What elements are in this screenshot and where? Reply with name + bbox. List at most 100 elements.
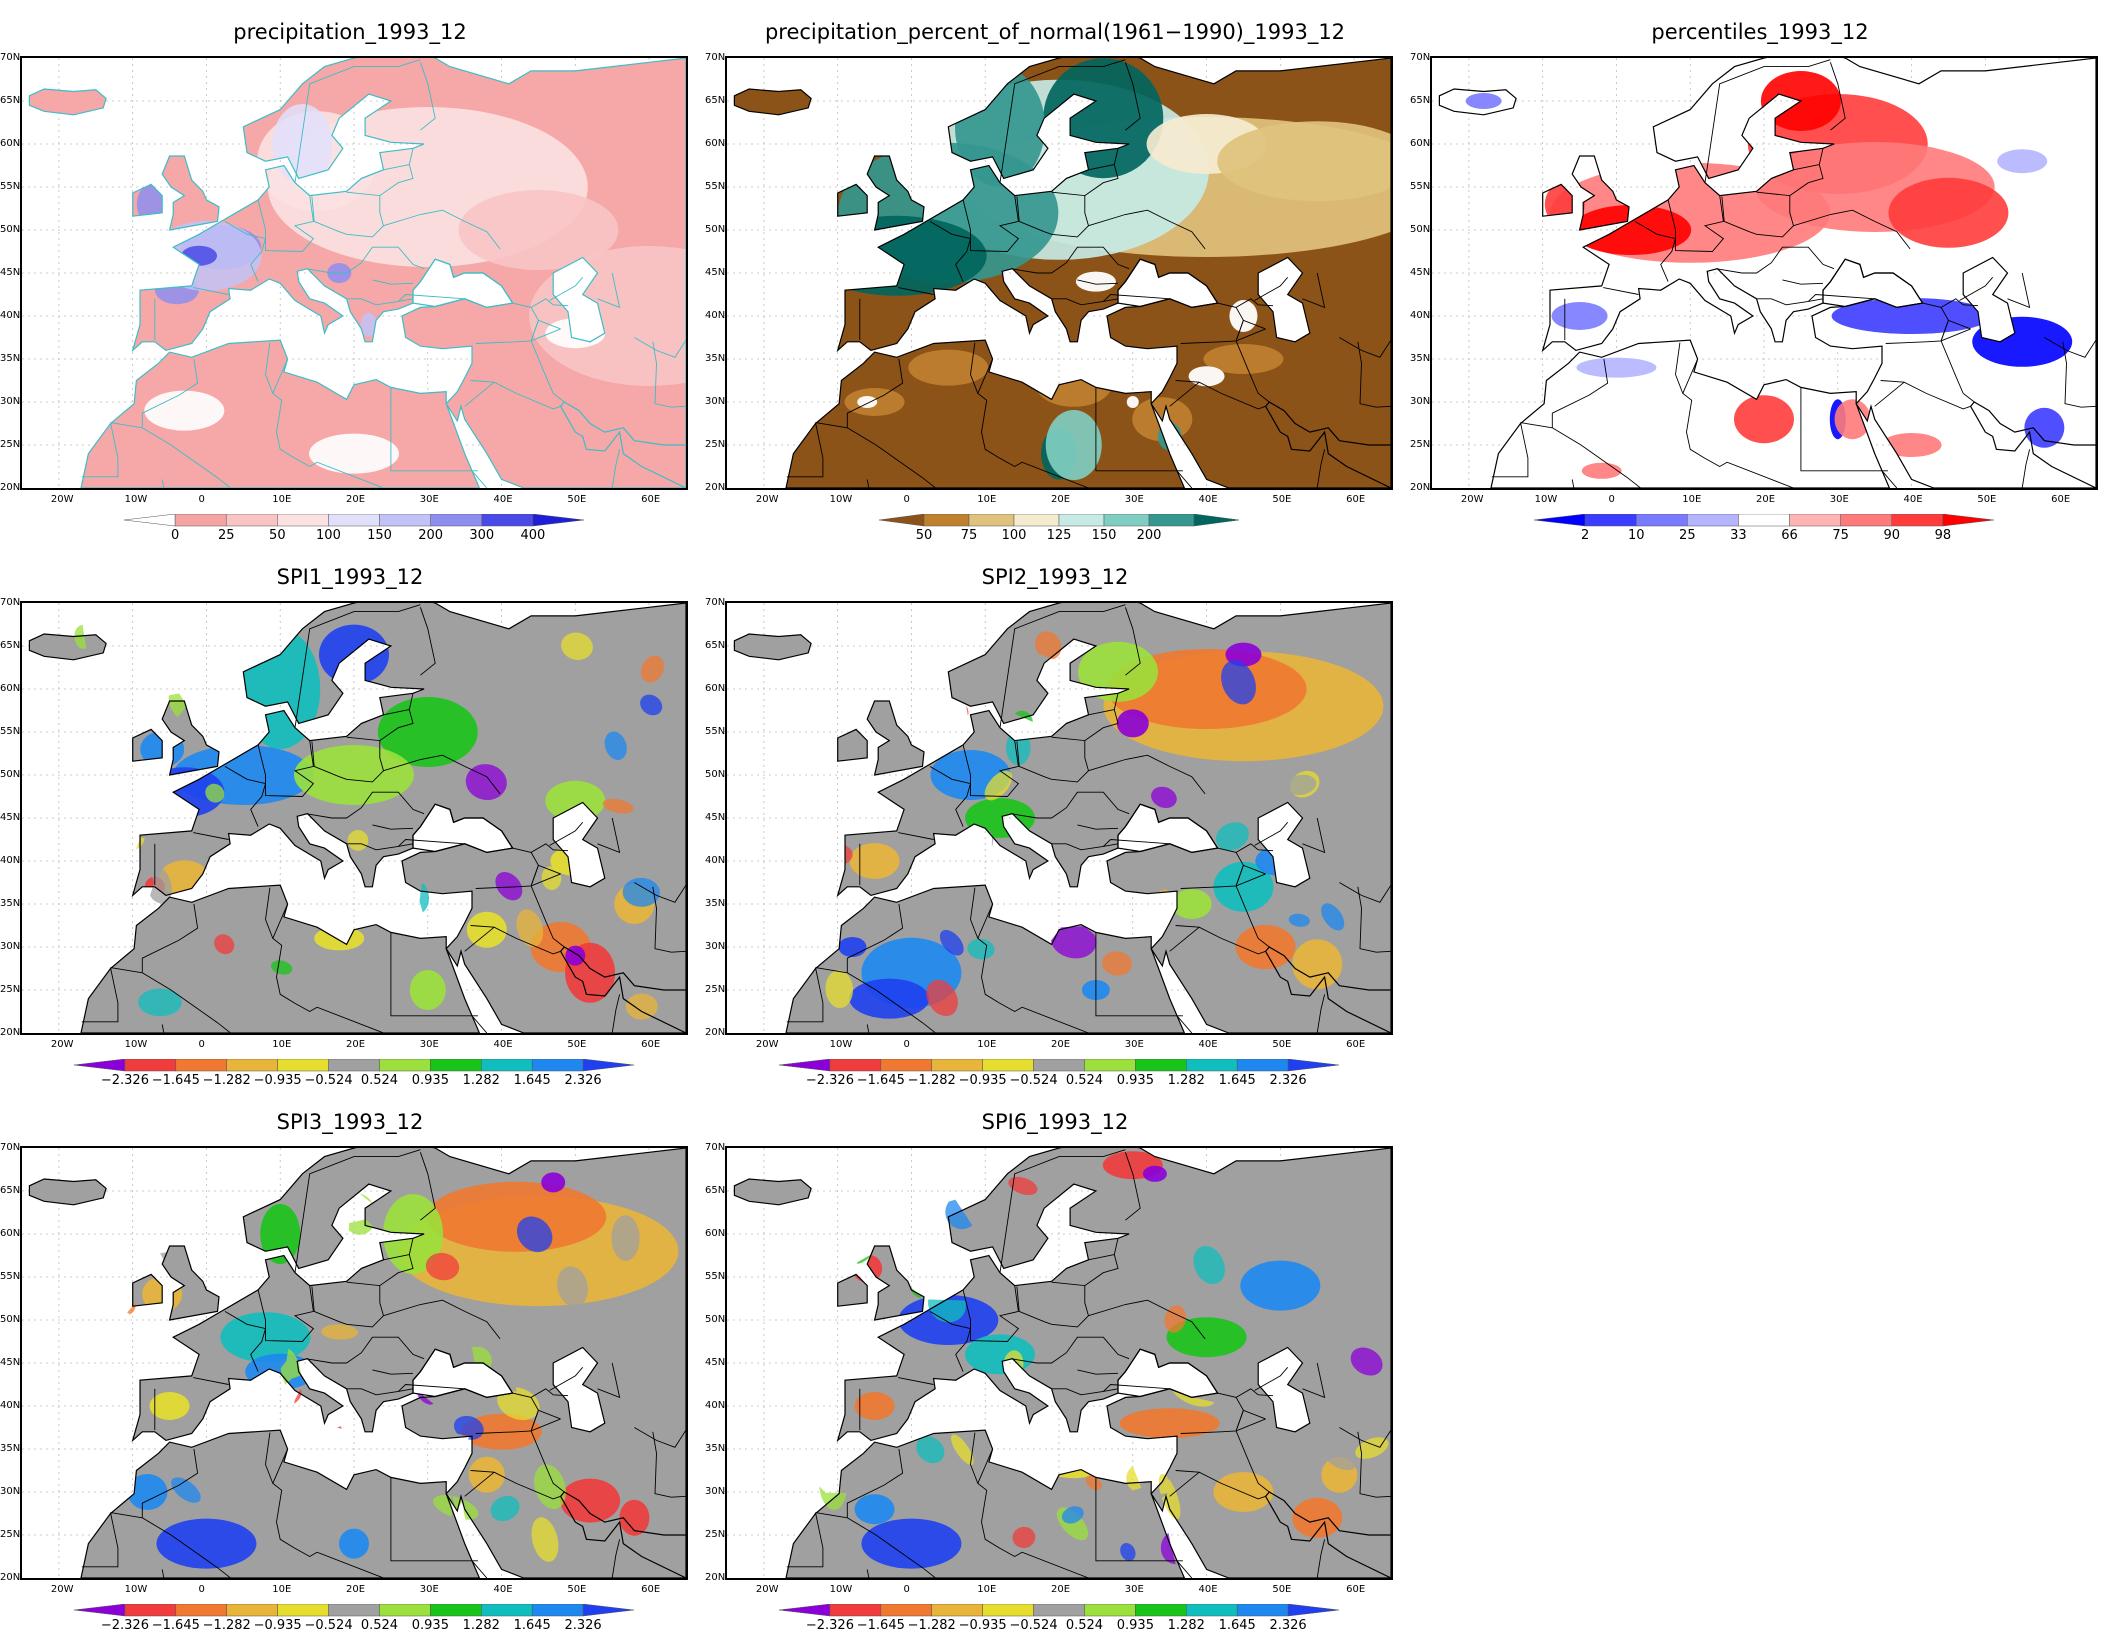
colorbar-swatch (982, 1059, 1034, 1072)
colorbar-label: −0.524 (304, 1073, 353, 1088)
colorbar-swatch (1103, 514, 1150, 527)
lat-tick-label: 60N (0, 138, 21, 149)
colorbar-label: 100 (316, 528, 341, 543)
colorbar-label: 2.326 (564, 1073, 602, 1088)
lon-tick-label: 0 (198, 1584, 205, 1595)
colorbar-swatch (532, 514, 584, 527)
lon-tick-label: 10W (829, 1584, 853, 1595)
colorbar-label: −0.935 (958, 1073, 1007, 1088)
lat-tick-label: 70N (705, 52, 726, 63)
colorbar-swatch (1193, 514, 1239, 527)
colorbar: 50 75 100 125 150 200 (879, 514, 1239, 546)
colorbar-swatch (582, 1604, 634, 1617)
colorbar-swatch (379, 1059, 431, 1072)
colorbar: 0 25 50 100 150 200 300 400 (124, 514, 584, 546)
lon-tick-label: 30E (419, 494, 439, 505)
lon-tick-label: 30E (419, 1039, 439, 1050)
colorbar-label: 0.935 (411, 1073, 449, 1088)
lat-tick-label: 40N (0, 855, 21, 866)
map-frame (725, 1146, 1393, 1580)
lon-tick-label: 20E (346, 1584, 366, 1595)
colorbar-swatch (1084, 1604, 1136, 1617)
field-layer (29, 1148, 686, 1578)
lon-tick-label: 10W (124, 494, 148, 505)
map-canvas (22, 1148, 686, 1578)
colorbar-swatch (1635, 514, 1688, 527)
colorbar-label: 0.935 (1116, 1618, 1154, 1633)
colorbar-label: −2.326 (100, 1073, 149, 1088)
lon-tick-label: 40E (493, 1039, 513, 1050)
map-frame (1430, 56, 2098, 490)
lon-tick-label: 50E (1272, 1039, 1292, 1050)
lat-tick-label: 65N (705, 640, 726, 651)
lon-tick-label: 10E (1682, 494, 1702, 505)
colorbar-label: 1.645 (1218, 1618, 1256, 1633)
lat-tick-label: 50N (0, 769, 21, 780)
colorbar-swatch (1942, 514, 1994, 527)
map-frame (725, 56, 1393, 490)
lon-tick-label: 50E (567, 1039, 587, 1050)
lat-tick-label: 50N (705, 769, 726, 780)
colorbar-swatch (931, 1604, 983, 1617)
lon-tick-label: 50E (1272, 494, 1292, 505)
lon-tick-label: 20W (755, 1039, 779, 1050)
lat-tick-label: 55N (0, 726, 21, 737)
colorbar: −2.326 −1.645 −1.282 −0.935 −0.524 0.524 0.935… (74, 1604, 634, 1636)
colorbar-swatch (1738, 514, 1790, 527)
lat-tick-label: 70N (705, 1142, 726, 1153)
colorbar-label: 300 (469, 528, 495, 543)
colorbar-label: −1.645 (151, 1618, 200, 1633)
lat-tick-label: 35N (705, 1443, 726, 1454)
colorbar-swatch (379, 1604, 431, 1617)
panel-percent-of-normal: precipitation_percent_of_normal(1961−199… (705, 20, 1405, 543)
field-layer (734, 1148, 1391, 1578)
lat-tick-label: 25N (705, 984, 726, 995)
field-layer (29, 58, 686, 488)
colorbar-swatch (430, 1059, 482, 1072)
colorbar-label: 200 (418, 528, 444, 543)
borders (786, 1149, 1391, 1578)
lon-tick-label: 50E (567, 494, 587, 505)
colorbar-swatch (1058, 514, 1105, 527)
colorbar-label: 2.326 (564, 1618, 602, 1633)
lat-tick-label: 70N (705, 597, 726, 608)
lon-tick-label: 20W (1460, 494, 1484, 505)
lat-tick-label: 30N (0, 941, 21, 952)
lon-tick-label: 0 (903, 1584, 910, 1595)
lat-tick-label: 55N (0, 181, 21, 192)
colorbar-swatch (1236, 1604, 1289, 1617)
lat-tick-label: 40N (705, 1400, 726, 1411)
lon-tick-label: 30E (1124, 1039, 1144, 1050)
colorbar-label: 25 (1679, 528, 1696, 543)
lon-tick-label: 20E (1051, 1039, 1071, 1050)
colorbar-swatch (74, 1059, 126, 1072)
field-layer (29, 603, 686, 1033)
lat-tick-label: 55N (0, 1271, 21, 1282)
lat-tick-label: 25N (0, 439, 21, 450)
lat-tick-label: 60N (705, 683, 726, 694)
colorbar-swatch (174, 514, 227, 527)
lat-tick-label: 55N (705, 726, 726, 737)
lon-tick-label: 30E (1124, 494, 1144, 505)
lon-tick-label: 40E (493, 1584, 513, 1595)
lat-tick-label: 40N (0, 1400, 21, 1411)
map-frame (20, 56, 688, 490)
lon-tick-label: 20W (755, 1584, 779, 1595)
colorbar-swatch (124, 1059, 177, 1072)
colorbar-label: 1.282 (462, 1073, 500, 1088)
colorbar-label: −0.935 (253, 1618, 302, 1633)
colorbar-swatch (1236, 1059, 1289, 1072)
lat-tick-label: 45N (705, 267, 726, 278)
lon-tick-label: 50E (1977, 494, 1997, 505)
colorbar: −2.326 −1.645 −1.282 −0.935 −0.524 0.524 0.935… (779, 1059, 1339, 1091)
lon-tick-label: 60E (641, 494, 661, 505)
lat-tick-label: 70N (1410, 52, 1431, 63)
colorbar-label: 0.935 (411, 1618, 449, 1633)
colorbar-swatch (829, 1604, 882, 1617)
lon-tick-label: 10E (272, 1584, 292, 1595)
colorbar-swatch (481, 514, 534, 527)
lat-tick-label: 60N (705, 1228, 726, 1239)
colorbar-label: 100 (1001, 528, 1027, 543)
colorbar-label: 0.524 (360, 1073, 399, 1088)
